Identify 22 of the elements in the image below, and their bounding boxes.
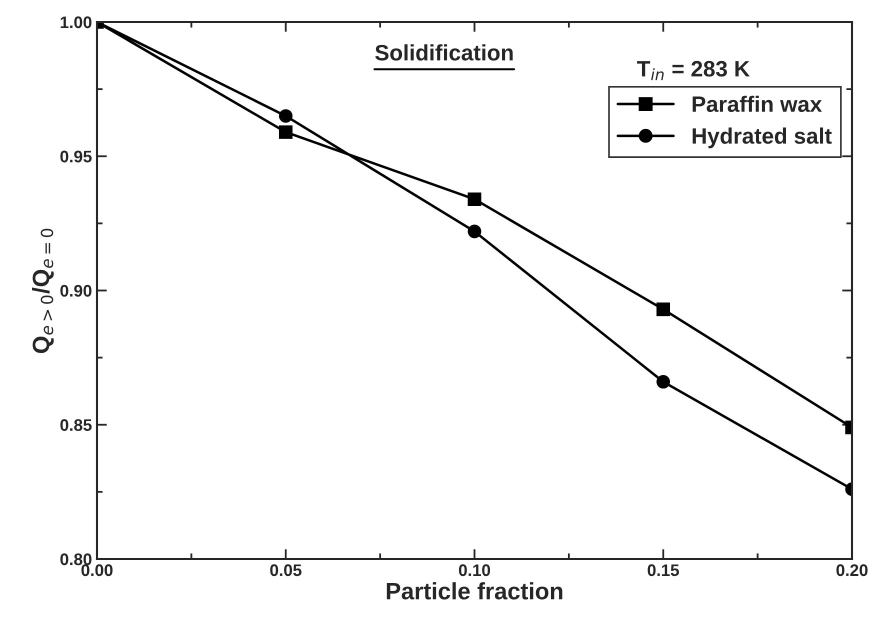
point xyxy=(278,109,293,123)
x-tick-label: 0.00 xyxy=(81,564,113,576)
annotation: Solidification xyxy=(375,44,513,61)
point xyxy=(656,375,670,389)
y-tick-label: 0.90 xyxy=(60,284,92,297)
x-tick-label: 0.05 xyxy=(270,564,302,576)
point xyxy=(468,224,482,238)
y-tick-label: 1.00 xyxy=(60,16,92,28)
x-tick-label: 0.15 xyxy=(648,564,680,576)
annotation: T$_{in}$ = 283 K xyxy=(637,60,750,80)
x-axis-title: Particle fraction xyxy=(386,582,562,600)
x-tick-label: 0.10 xyxy=(458,564,490,576)
legend-label: Paraffin wax xyxy=(692,96,822,112)
y-tick-label: 0.95 xyxy=(60,150,92,162)
x-tick-label: 0.20 xyxy=(836,564,868,576)
point xyxy=(468,192,482,206)
point xyxy=(656,302,670,316)
y-tick-label: 0.80 xyxy=(60,553,92,566)
legend-label: Hydrated salt xyxy=(692,128,832,148)
point xyxy=(278,125,293,139)
y-tick-label: 0.85 xyxy=(60,419,92,431)
y-axis-title: Q$_{e>0}$/Q$_{e=0}$ xyxy=(32,228,54,354)
